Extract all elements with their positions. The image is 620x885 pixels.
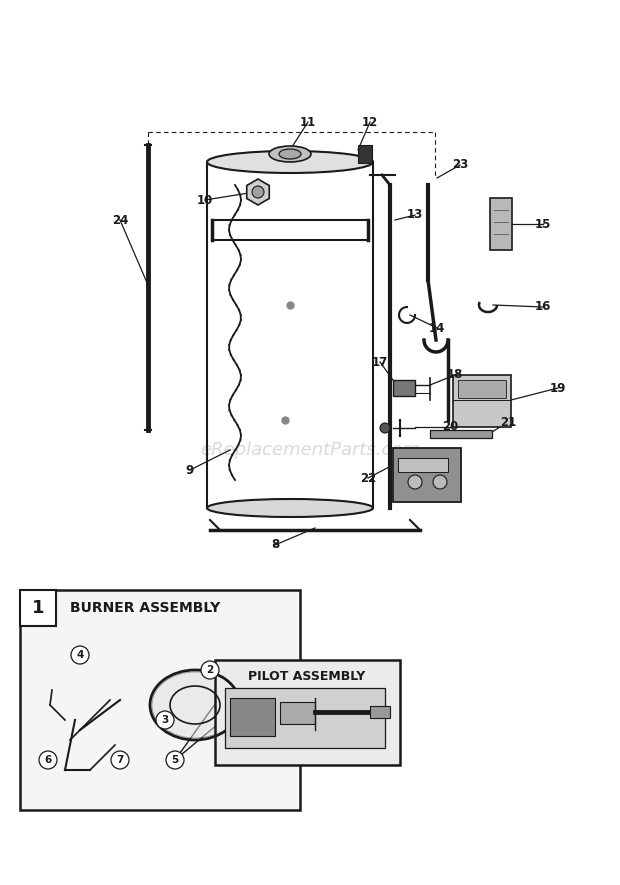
Bar	[453, 375, 511, 427]
Text: eReplacementParts.com: eReplacementParts.com	[200, 441, 420, 459]
Circle shape	[252, 186, 264, 198]
Text: 15: 15	[535, 218, 551, 230]
Bar	[20, 590, 56, 626]
Ellipse shape	[207, 499, 373, 517]
Text: 14: 14	[429, 321, 445, 335]
Circle shape	[380, 423, 390, 433]
Bar	[370, 706, 390, 718]
Text: 9: 9	[186, 464, 194, 476]
Circle shape	[201, 661, 219, 679]
Text: 1: 1	[32, 599, 44, 617]
Bar	[398, 458, 448, 472]
Text: 2: 2	[206, 665, 214, 675]
Text: 20: 20	[442, 420, 458, 434]
Bar	[393, 448, 461, 502]
Bar	[225, 688, 385, 748]
Circle shape	[408, 475, 422, 489]
Text: 17: 17	[372, 356, 388, 368]
Bar	[230, 698, 275, 736]
Text: 5: 5	[171, 755, 179, 765]
Bar	[215, 660, 400, 765]
Bar	[20, 590, 300, 810]
Text: 23: 23	[452, 158, 468, 172]
Ellipse shape	[207, 151, 373, 173]
Circle shape	[71, 646, 89, 664]
Text: 7: 7	[117, 755, 123, 765]
Text: 19: 19	[550, 381, 566, 395]
Circle shape	[156, 711, 174, 729]
Text: 4: 4	[76, 650, 84, 660]
Text: 13: 13	[407, 209, 423, 221]
Circle shape	[433, 475, 447, 489]
Circle shape	[166, 751, 184, 769]
Ellipse shape	[279, 149, 301, 159]
Text: 24: 24	[112, 213, 128, 227]
Text: 3: 3	[161, 715, 169, 725]
Text: 6: 6	[45, 755, 51, 765]
Bar	[358, 145, 372, 163]
Text: 12: 12	[362, 116, 378, 128]
Text: PILOT ASSEMBLY: PILOT ASSEMBLY	[249, 669, 366, 682]
Text: 10: 10	[197, 194, 213, 206]
Bar	[280, 702, 315, 724]
Text: BURNER ASSEMBLY: BURNER ASSEMBLY	[70, 601, 220, 615]
Text: 16: 16	[535, 301, 551, 313]
Text: 8: 8	[271, 538, 279, 551]
Bar	[393, 380, 415, 396]
Text: 11: 11	[300, 116, 316, 128]
Ellipse shape	[269, 146, 311, 162]
Polygon shape	[247, 179, 269, 205]
Bar	[490, 198, 512, 250]
Circle shape	[39, 751, 57, 769]
Ellipse shape	[152, 672, 238, 738]
Bar	[430, 430, 492, 438]
Circle shape	[111, 751, 129, 769]
Bar	[458, 380, 506, 398]
Text: 22: 22	[360, 472, 376, 484]
Text: 21: 21	[500, 415, 516, 428]
Text: 18: 18	[447, 368, 463, 381]
